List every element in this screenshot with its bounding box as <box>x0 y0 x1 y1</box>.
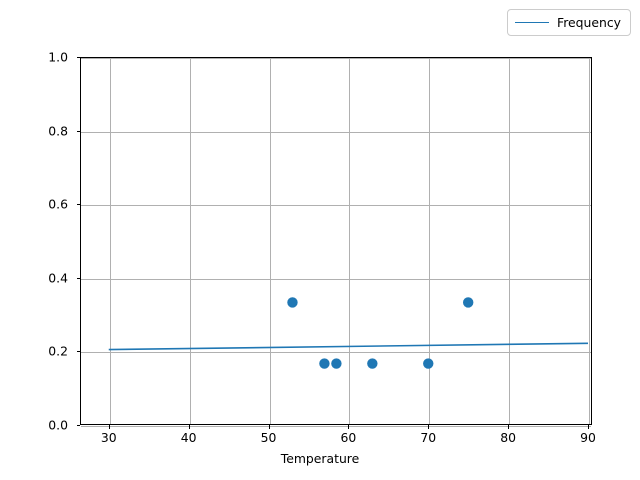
gridline-vertical <box>109 58 111 424</box>
legend-label-frequency: Frequency <box>556 15 621 30</box>
y-tick-mark <box>76 277 80 279</box>
data-point <box>331 358 342 369</box>
data-point <box>423 358 434 369</box>
y-tick-mark <box>76 57 80 58</box>
x-axis-label: Temperature <box>280 451 360 466</box>
x-tick-label: 50 <box>260 430 277 445</box>
gridline-vertical <box>189 58 191 424</box>
x-tick-label: 60 <box>340 430 357 445</box>
x-tick-label: 80 <box>500 430 517 445</box>
y-tick-mark <box>76 204 80 206</box>
gridline-horizontal <box>81 426 591 427</box>
x-tick-mark <box>508 425 510 429</box>
gridline-vertical <box>429 58 431 424</box>
gridline-horizontal <box>81 131 591 133</box>
y-tick-label: 1.0 <box>48 49 68 65</box>
gridline-vertical <box>509 58 511 424</box>
x-tick-label: 30 <box>100 430 117 445</box>
y-tick-label: 0.4 <box>48 270 68 286</box>
data-point <box>319 358 330 369</box>
gridline-vertical <box>589 58 590 424</box>
gridline-vertical <box>349 58 351 424</box>
legend-line-swatch-frequency <box>514 22 549 23</box>
y-tick-mark <box>76 425 80 426</box>
gridline-horizontal <box>81 58 591 59</box>
x-tick-label: 40 <box>180 430 197 445</box>
gridline-horizontal <box>81 352 591 354</box>
gridline-horizontal <box>81 205 591 207</box>
series-line-frequency <box>108 342 589 351</box>
x-tick-mark <box>588 425 589 429</box>
y-tick-label: 0.0 <box>48 417 68 433</box>
y-tick-label: 0.2 <box>48 343 68 359</box>
y-tick-mark <box>76 351 80 353</box>
x-tick-mark <box>268 425 270 429</box>
y-tick-mark <box>76 130 80 132</box>
x-tick-label: 70 <box>420 430 437 445</box>
gridline-horizontal <box>81 278 591 280</box>
x-tick-mark <box>188 425 190 429</box>
y-tick-label: 0.6 <box>48 196 68 212</box>
x-tick-mark <box>108 425 110 429</box>
x-tick-mark <box>428 425 430 429</box>
data-point <box>462 297 474 308</box>
legend: Frequency <box>506 9 631 36</box>
gridline-vertical <box>269 58 271 424</box>
data-point <box>287 297 298 308</box>
data-point <box>367 358 378 369</box>
x-tick-label: 90 <box>580 430 596 445</box>
x-tick-mark <box>348 425 350 429</box>
y-tick-label: 0.8 <box>48 123 68 139</box>
